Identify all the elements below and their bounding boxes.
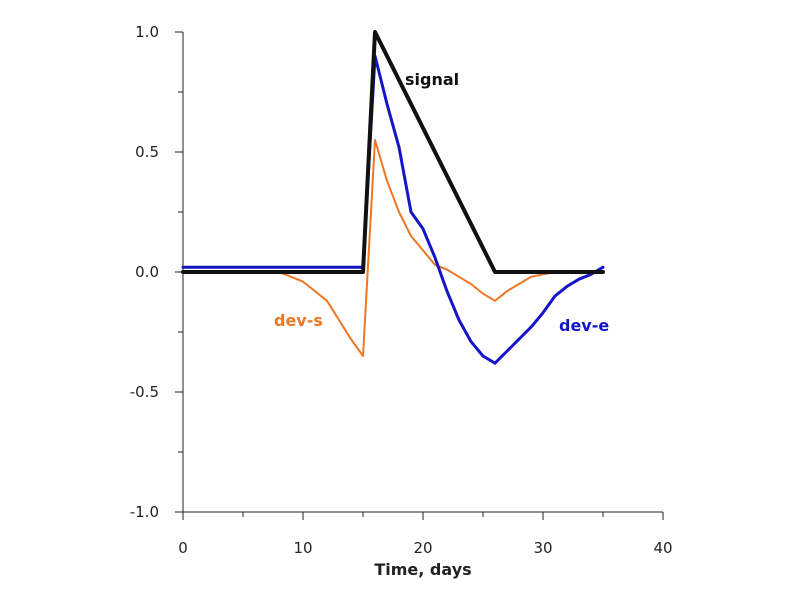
series-label-signal: signal	[405, 70, 459, 89]
y-tick-label: 0.5	[135, 143, 159, 161]
series-label-dev-s: dev-s	[274, 311, 323, 330]
x-tick-label: 0	[178, 539, 188, 557]
series-line-signal	[181, 30, 605, 274]
y-tick-label: 0.0	[135, 263, 159, 281]
x-tick-label: 10	[293, 539, 312, 557]
x-tick-label: 40	[653, 539, 672, 557]
y-tick-label: 1.0	[135, 23, 159, 41]
series-line-dev-e	[181, 54, 605, 365]
series-lines	[181, 30, 605, 365]
series-line-dev-s	[182, 139, 604, 357]
y-tick-label: -1.0	[130, 503, 159, 521]
y-tick-label: -0.5	[130, 383, 159, 401]
x-axis-title: Time, days	[374, 560, 471, 579]
x-tick-label: 20	[413, 539, 432, 557]
y-axis-ticks: -1.0 -0.5 0.0 0.5 1.0	[130, 23, 183, 521]
x-axis-ticks: 0 10 20 30 40	[178, 512, 673, 557]
x-tick-label: 30	[533, 539, 552, 557]
series-label-dev-e: dev-e	[559, 316, 609, 335]
